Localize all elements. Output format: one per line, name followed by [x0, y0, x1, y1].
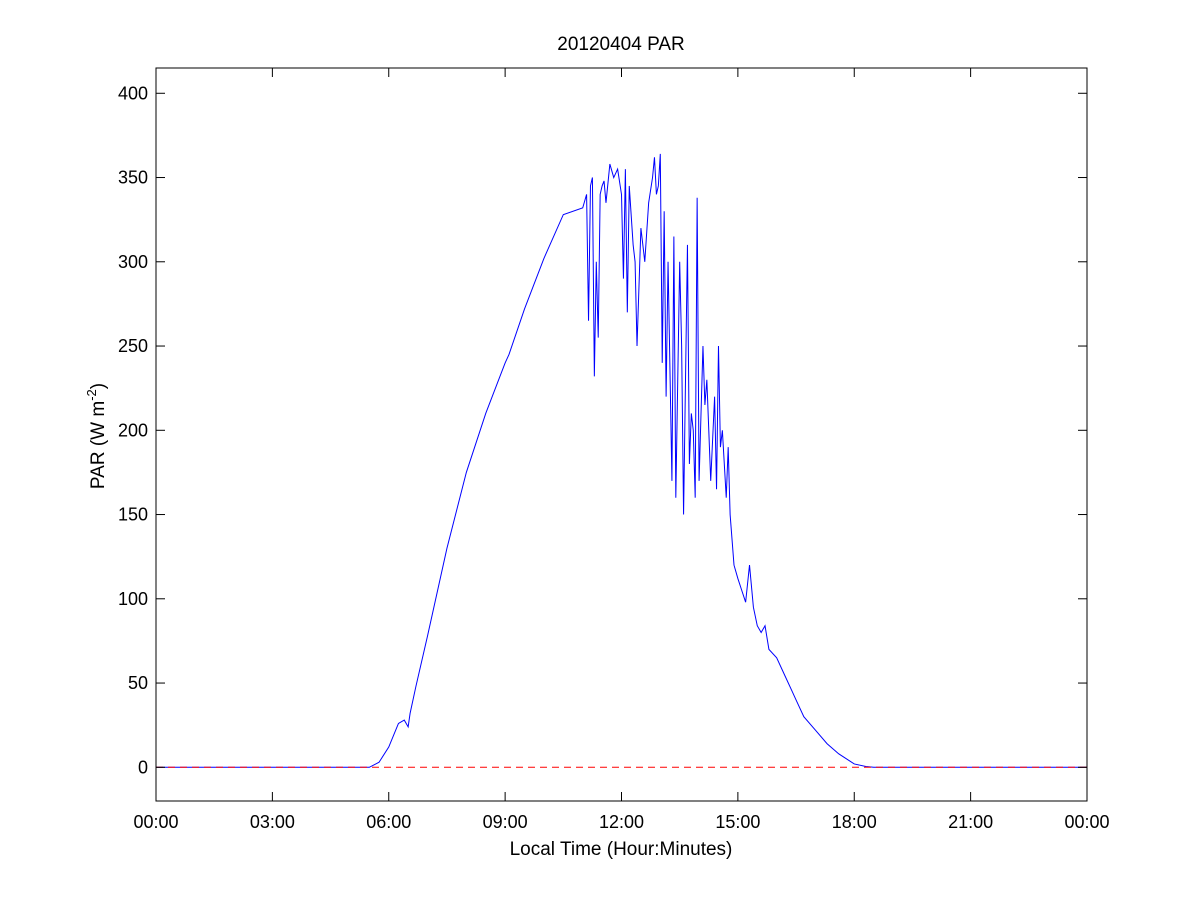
x-tick-label: 00:00 — [1064, 812, 1109, 832]
x-tick-label: 09:00 — [483, 812, 528, 832]
x-tick-label: 21:00 — [948, 812, 993, 832]
x-tick-label: 00:00 — [133, 812, 178, 832]
x-tick-label: 12:00 — [599, 812, 644, 832]
y-tick-label: 400 — [118, 83, 148, 103]
y-tick-label: 150 — [118, 505, 148, 525]
y-axis-title: PAR (W m-2) — [84, 383, 109, 489]
y-tick-label: 300 — [118, 252, 148, 272]
x-tick-label: 15:00 — [715, 812, 760, 832]
x-axis-title: Local Time (Hour:Minutes) — [510, 839, 733, 860]
chart-title: 20120404 PAR — [557, 34, 684, 55]
y-tick-label: 0 — [138, 757, 148, 777]
par-series-line — [156, 153, 1087, 768]
y-axis-title-close: ) — [88, 383, 109, 389]
y-tick-label: 100 — [118, 589, 148, 609]
axes: 00:00 03:00 06:00 09:00 12:00 15:00 18:00 21:00… — [118, 67, 1110, 832]
x-tick-label: 03:00 — [250, 812, 295, 832]
y-tick-label: 200 — [118, 420, 148, 440]
x-tick-label: 06:00 — [366, 812, 411, 832]
y-axis-title-main: PAR (W m — [88, 401, 109, 489]
y-axis-title-superscript: -2 — [84, 389, 99, 401]
x-tick-label: 18:00 — [832, 812, 877, 832]
plot-area — [156, 153, 1087, 768]
y-tick-label: 250 — [118, 336, 148, 356]
y-tick-label: 350 — [118, 168, 148, 188]
y-tick-label: 50 — [128, 673, 148, 693]
